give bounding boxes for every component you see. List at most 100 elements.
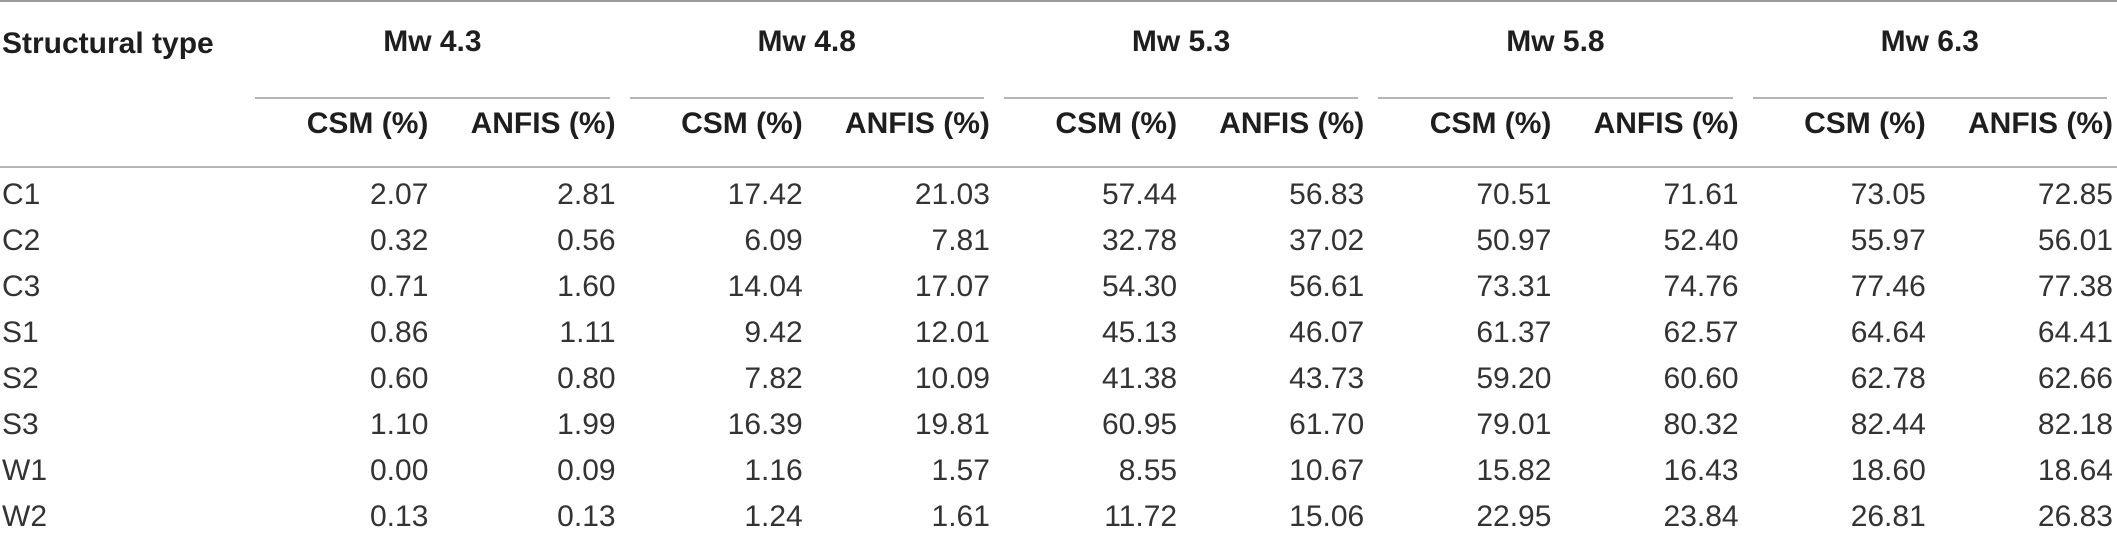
structural-type-cell: C1 [2, 178, 41, 211]
group-header-mw-5-8: Mw 5.8 [1368, 6, 1742, 99]
structural-type-cell: C2 [2, 224, 41, 257]
value-cell: 79.01 [1476, 408, 1552, 441]
value-cell: 0.00 [370, 454, 429, 487]
value-cell: 73.05 [1850, 178, 1926, 211]
value-cell: 0.32 [370, 224, 429, 257]
value-cell: 70.51 [1476, 178, 1552, 211]
value-cell: 17.07 [914, 270, 990, 303]
value-cell: 1.16 [744, 454, 803, 487]
value-cell: 32.78 [1102, 224, 1178, 257]
sub-header-csm: CSM (%) [245, 82, 433, 168]
structural-type-cell: W2 [2, 500, 47, 533]
group-rule [629, 97, 984, 99]
structural-type-header: Structural type [2, 27, 214, 60]
value-cell: 73.31 [1476, 270, 1552, 303]
value-cell: 2.07 [370, 178, 429, 211]
value-cell: 72.85 [2037, 178, 2113, 211]
value-cell: 16.43 [1663, 454, 1739, 487]
group-rule [1378, 97, 1733, 99]
value-cell: 41.38 [1102, 362, 1178, 395]
value-cell: 1.99 [557, 408, 616, 441]
value-cell: 46.07 [1289, 316, 1365, 349]
value-cell: 56.61 [1289, 270, 1365, 303]
value-cell: 0.60 [370, 362, 429, 395]
group-rule [255, 97, 610, 99]
table-body: C1 2.07 2.81 17.42 21.03 57.44 56.83 70.… [0, 167, 2117, 540]
structural-type-cell: W1 [2, 454, 47, 487]
group-header-label: Mw 4.8 [757, 25, 856, 58]
value-cell: 62.57 [1663, 316, 1739, 349]
value-cell: 1.60 [557, 270, 616, 303]
value-cell: 15.06 [1289, 500, 1365, 533]
group-header-mw-5-3: Mw 5.3 [994, 6, 1368, 99]
value-cell: 56.01 [2037, 224, 2113, 257]
value-cell: 71.61 [1663, 178, 1739, 211]
value-cell: 12.01 [914, 316, 990, 349]
value-cell: 0.09 [557, 454, 616, 487]
value-cell: 26.83 [2037, 500, 2113, 533]
sub-header-csm: CSM (%) [619, 82, 807, 168]
value-cell: 10.67 [1289, 454, 1365, 487]
value-cell: 82.18 [2037, 408, 2113, 441]
sub-header-blank [0, 82, 246, 168]
group-header-mw-6-3: Mw 6.3 [1743, 6, 2117, 99]
table-row: S3 1.10 1.99 16.39 19.81 60.95 61.70 79.… [0, 402, 2117, 448]
structural-type-cell: S1 [2, 316, 39, 349]
value-cell: 1.10 [370, 408, 429, 441]
value-cell: 57.44 [1102, 178, 1178, 211]
value-cell: 18.60 [1850, 454, 1926, 487]
value-cell: 19.81 [914, 408, 990, 441]
sub-header-csm: CSM (%) [1368, 82, 1556, 168]
value-cell: 56.83 [1289, 178, 1365, 211]
value-cell: 1.61 [931, 500, 990, 533]
value-cell: 15.82 [1476, 454, 1552, 487]
value-cell: 60.60 [1663, 362, 1739, 395]
value-cell: 61.70 [1289, 408, 1365, 441]
value-cell: 77.38 [2037, 270, 2113, 303]
value-cell: 26.81 [1850, 500, 1926, 533]
sub-header-anfis: ANFIS (%) [432, 82, 620, 168]
group-header-label: Mw 4.3 [383, 25, 482, 58]
table-row: S1 0.86 1.11 9.42 12.01 45.13 46.07 61.3… [0, 310, 2117, 356]
value-cell: 37.02 [1289, 224, 1365, 257]
sub-header-row: CSM (%) ANFIS (%) CSM (%) ANFIS (%) CSM … [0, 82, 2117, 168]
table-row: W1 0.00 0.09 1.16 1.57 8.55 10.67 15.82 … [0, 448, 2117, 494]
group-rule [1003, 97, 1359, 99]
value-cell: 8.55 [1118, 454, 1178, 487]
value-cell: 2.81 [557, 178, 616, 211]
value-cell: 60.95 [1102, 408, 1178, 441]
value-cell: 7.81 [931, 224, 990, 257]
structural-type-cell: C3 [2, 270, 41, 303]
value-cell: 52.40 [1663, 224, 1739, 257]
top-rule [0, 0, 2117, 2]
sub-header-anfis: ANFIS (%) [1181, 82, 1369, 168]
group-header-label: Mw 6.3 [1880, 25, 1979, 58]
value-cell: 17.42 [727, 178, 803, 211]
table-row: C1 2.07 2.81 17.42 21.03 57.44 56.83 70.… [0, 167, 2117, 218]
value-cell: 55.97 [1850, 224, 1926, 257]
group-header-mw-4-3: Mw 4.3 [245, 6, 619, 99]
sub-header-csm: CSM (%) [993, 82, 1182, 168]
value-cell: 7.82 [744, 362, 803, 395]
value-cell: 22.95 [1476, 500, 1552, 533]
group-header-label: Mw 5.8 [1506, 25, 1605, 58]
value-cell: 74.76 [1663, 270, 1739, 303]
value-cell: 0.13 [370, 500, 429, 533]
sub-header-csm: CSM (%) [1742, 82, 1930, 168]
value-cell: 0.13 [557, 500, 616, 533]
sub-header-anfis: ANFIS (%) [1555, 82, 1743, 168]
table-row: C3 0.71 1.60 14.04 17.07 54.30 56.61 73.… [0, 264, 2117, 310]
group-rule [1752, 97, 2107, 99]
value-cell: 0.86 [370, 316, 429, 349]
value-cell: 23.84 [1663, 500, 1739, 533]
group-header-label: Mw 5.3 [1131, 25, 1231, 58]
table-row: W2 0.13 0.13 1.24 1.61 11.72 15.06 22.95… [0, 494, 2117, 540]
table-row: C2 0.32 0.56 6.09 7.81 32.78 37.02 50.97… [0, 218, 2117, 264]
value-cell: 77.46 [1850, 270, 1926, 303]
value-cell: 1.57 [931, 454, 990, 487]
value-cell: 0.56 [557, 224, 616, 257]
value-cell: 54.30 [1102, 270, 1178, 303]
value-cell: 16.39 [727, 408, 803, 441]
value-cell: 64.41 [2037, 316, 2113, 349]
